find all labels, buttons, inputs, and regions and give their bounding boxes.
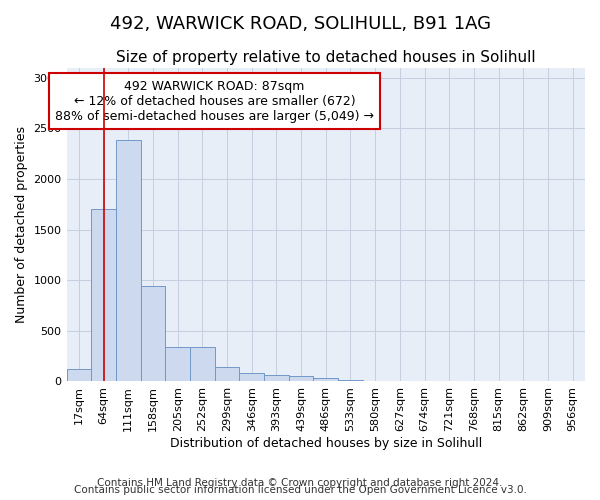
Text: 492 WARWICK ROAD: 87sqm
← 12% of detached houses are smaller (672)
88% of semi-d: 492 WARWICK ROAD: 87sqm ← 12% of detache… [55, 80, 374, 122]
Bar [116, 140, 140, 382]
Bar [239, 374, 264, 382]
Title: Size of property relative to detached houses in Solihull: Size of property relative to detached ho… [116, 50, 536, 65]
Bar [313, 378, 338, 382]
X-axis label: Distribution of detached houses by size in Solihull: Distribution of detached houses by size … [170, 437, 482, 450]
Bar [338, 380, 363, 382]
Text: 492, WARWICK ROAD, SOLIHULL, B91 1AG: 492, WARWICK ROAD, SOLIHULL, B91 1AG [110, 15, 491, 33]
Bar [215, 368, 239, 382]
Bar [165, 347, 190, 382]
Bar [67, 370, 91, 382]
Text: Contains HM Land Registry data © Crown copyright and database right 2024.: Contains HM Land Registry data © Crown c… [97, 478, 503, 488]
Bar [264, 376, 289, 382]
Bar [190, 347, 215, 382]
Bar [140, 286, 165, 382]
Bar [91, 210, 116, 382]
Bar [363, 381, 388, 382]
Y-axis label: Number of detached properties: Number of detached properties [15, 126, 28, 323]
Bar [289, 376, 313, 382]
Text: Contains public sector information licensed under the Open Government Licence v3: Contains public sector information licen… [74, 485, 526, 495]
